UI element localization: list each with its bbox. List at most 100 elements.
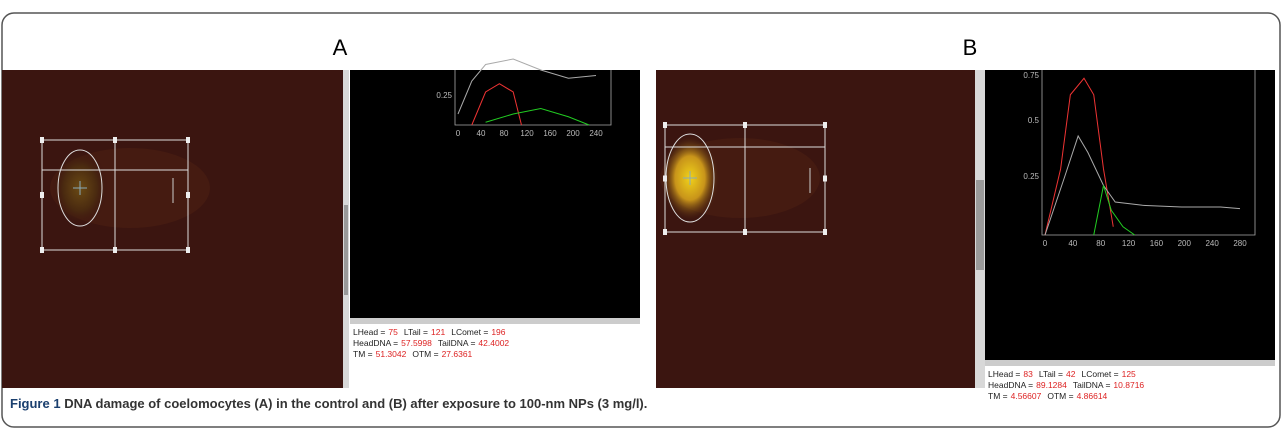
handle [663, 122, 667, 128]
measurement-value: 75 [388, 327, 398, 337]
results-panel [350, 318, 640, 388]
head-profile [471, 83, 522, 126]
handle [113, 137, 117, 143]
x-tick-label: 80 [1096, 239, 1105, 248]
x-tick-label: 40 [1068, 239, 1077, 248]
measurement-label: LComet = [1082, 369, 1119, 379]
x-tick-label: 240 [1205, 239, 1219, 248]
x-tick-label: 80 [500, 129, 509, 138]
x-tick-label: 120 [520, 129, 534, 138]
handle [663, 175, 667, 182]
measurement-value: 51.3042 [376, 349, 407, 359]
head-outline [57, 149, 103, 227]
tail-profile [1093, 185, 1135, 236]
measurement-value: 196 [491, 327, 505, 337]
measurement-row: TM = 51.3042 OTM = 27.6361 [353, 349, 473, 359]
measurement-value: 83 [1023, 369, 1033, 379]
tail-profile [485, 107, 590, 126]
measurement-label: HeadDNA = [988, 380, 1033, 390]
measurement-value: 89.1284 [1036, 380, 1067, 390]
plot-axes [454, 70, 612, 126]
measurement-label: LComet = [451, 327, 488, 337]
handle [743, 122, 747, 128]
y-tick-label: 0.75 [1023, 71, 1039, 80]
results-bar [985, 360, 1275, 366]
comet-image [2, 70, 345, 388]
caption: Figure 1 DNA damage of coelomocytes (A) … [10, 396, 647, 411]
results-bar [350, 318, 640, 324]
measurement-value: 42 [1066, 369, 1076, 379]
measurement-label: TailDNA = [1073, 380, 1111, 390]
measurement-value: 4.86614 [1077, 391, 1108, 401]
caption-text: DNA damage of coelomocytes (A) in the co… [64, 396, 647, 411]
handle [40, 247, 44, 253]
handle [743, 229, 747, 235]
measurement-label: OTM = [1047, 391, 1073, 401]
plot-axes [1041, 70, 1256, 236]
scroll-thumb [976, 180, 984, 270]
measurement-label: LHead = [353, 327, 385, 337]
measurement-value: 27.6361 [442, 349, 473, 359]
handle [663, 229, 667, 235]
measurement-label: LTail = [404, 327, 428, 337]
box-divider [42, 140, 188, 250]
x-tick-label: 240 [589, 129, 603, 138]
measurement-value: 57.5998 [401, 338, 432, 348]
measurement-label: OTM = [412, 349, 438, 359]
crosshair [73, 181, 87, 195]
y-tick-label: 0.5 [1028, 116, 1040, 125]
handle [40, 137, 44, 143]
measurement-value: 4.56607 [1011, 391, 1042, 401]
handle [823, 175, 827, 182]
panel: A 0 40 80 120 160 200 240 0.25 LHead = 75 LTail = 12… [2, 35, 640, 388]
measurement-label: LHead = [988, 369, 1020, 379]
handle [186, 192, 190, 198]
comet-image [656, 70, 975, 388]
handle [186, 247, 190, 253]
handle [186, 137, 190, 143]
measurement-value: 125 [1122, 369, 1136, 379]
head-profile [1044, 77, 1114, 236]
measurement-row: HeadDNA = 89.1284 TailDNA = 10.8716 [988, 380, 1144, 390]
y-tick-label: 0.25 [436, 91, 452, 100]
measurement-row: HeadDNA = 57.5998 TailDNA = 42.4002 [353, 338, 509, 348]
x-tick-label: 200 [566, 129, 580, 138]
panel-label: B [963, 35, 978, 60]
caption-label: Figure 1 [10, 396, 61, 411]
measurement-row: TM = 4.56607 OTM = 4.86614 [988, 391, 1108, 401]
measurement-label: HeadDNA = [353, 338, 398, 348]
total-profile [457, 58, 597, 115]
x-tick-label: 280 [1233, 239, 1247, 248]
measurement-row: LHead = 83 LTail = 42 LComet = 125 [988, 369, 1136, 379]
scroll-thumb [344, 205, 348, 295]
handle [113, 247, 117, 253]
panel-label: A [333, 35, 348, 60]
measurement-label: TM = [988, 391, 1008, 401]
profile-plot [350, 70, 640, 318]
x-tick-label: 160 [1150, 239, 1164, 248]
handle [823, 229, 827, 235]
measurement-value: 121 [431, 327, 445, 337]
x-tick-label: 0 [456, 129, 461, 138]
handle [823, 122, 827, 128]
x-tick-label: 160 [543, 129, 557, 138]
crosshair [683, 171, 697, 185]
total-profile [1044, 134, 1241, 236]
x-tick-label: 0 [1043, 239, 1048, 248]
measurement-value: 42.4002 [478, 338, 509, 348]
measurement-row: LHead = 75 LTail = 121 LComet = 196 [353, 327, 506, 337]
profile-plot [985, 70, 1275, 360]
x-tick-label: 40 [477, 129, 486, 138]
x-tick-label: 200 [1178, 239, 1192, 248]
measurement-label: TailDNA = [438, 338, 476, 348]
measurement-label: LTail = [1039, 369, 1063, 379]
y-tick-label: 0.25 [1023, 172, 1039, 181]
x-tick-label: 120 [1122, 239, 1136, 248]
handle [40, 192, 44, 198]
measurement-value: 10.8716 [1113, 380, 1144, 390]
measurement-label: TM = [353, 349, 373, 359]
box-divider [665, 125, 825, 232]
